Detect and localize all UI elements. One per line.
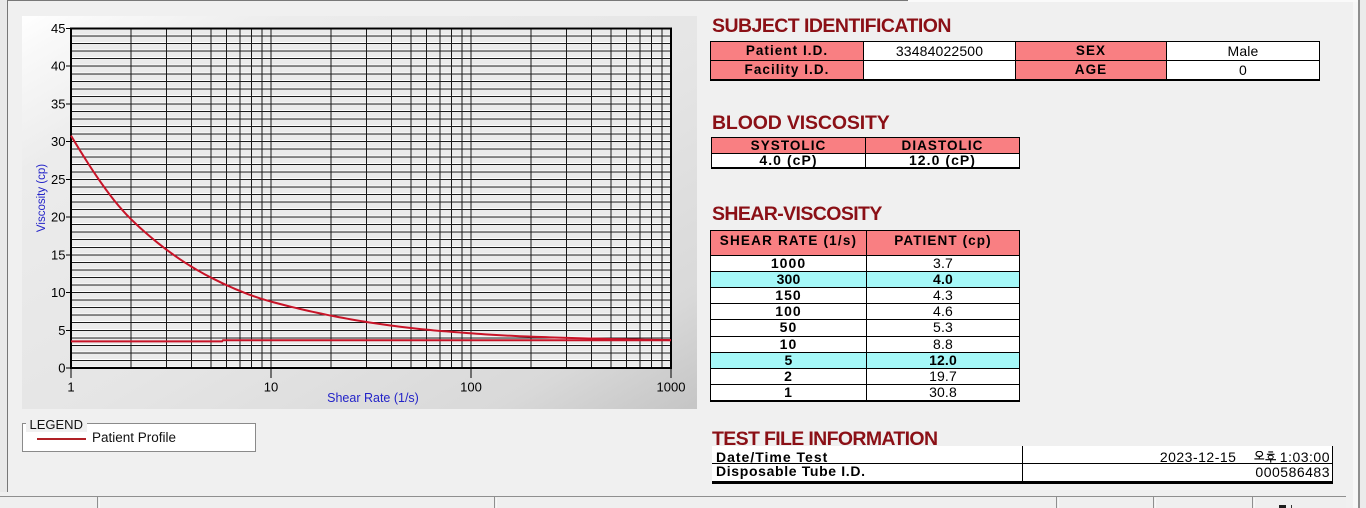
svg-text:1000: 1000 <box>657 380 686 395</box>
svg-text:20: 20 <box>51 210 65 225</box>
svg-text:25: 25 <box>51 172 65 187</box>
svg-text:10: 10 <box>264 380 278 395</box>
svg-text:0: 0 <box>58 361 65 376</box>
svg-text:15: 15 <box>51 247 65 262</box>
svg-text:35: 35 <box>51 96 65 111</box>
svg-text:Shear Rate (1/s): Shear Rate (1/s) <box>327 391 419 405</box>
svg-text:5: 5 <box>58 323 65 338</box>
svg-text:Viscosity (cp): Viscosity (cp) <box>36 164 48 232</box>
svg-text:1: 1 <box>67 380 74 395</box>
svg-text:45: 45 <box>51 21 65 36</box>
svg-text:10: 10 <box>51 285 65 300</box>
svg-text:30: 30 <box>51 134 65 149</box>
svg-text:100: 100 <box>460 380 482 395</box>
svg-text:40: 40 <box>51 59 65 74</box>
